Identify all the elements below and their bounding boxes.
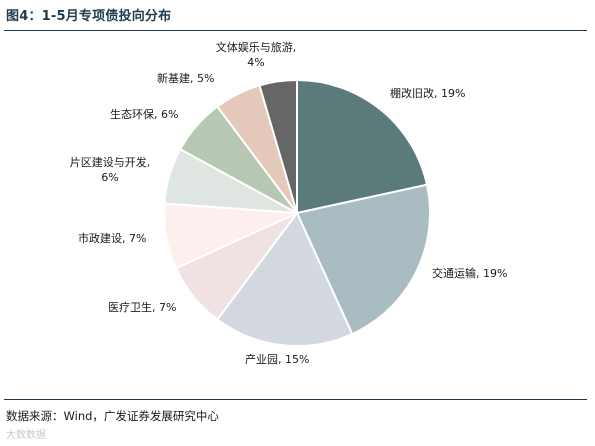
watermark: 大数数据: [6, 430, 46, 441]
pie-slice: [215, 211, 354, 347]
pie-slice: [296, 78, 429, 215]
title-divider: [4, 30, 587, 31]
figure-title: 图4：1-5月专项债投向分布: [6, 9, 172, 24]
slice-label: 棚改旧改, 19%: [390, 86, 465, 100]
pie-slice: [258, 78, 298, 214]
source-divider: [4, 399, 587, 400]
slice-label: 交通运输, 19%: [432, 266, 507, 280]
slice-label: 片区建设与开发, 6%: [70, 155, 151, 184]
pie-slices: [163, 78, 431, 347]
slice-label: 产业园, 15%: [245, 352, 309, 366]
slice-label: 生态环保, 6%: [110, 107, 178, 121]
pie-labels: 棚改旧改, 19% 交通运输, 19% 产业园, 15% 医疗卫生, 7% 市政建设, …: [70, 40, 508, 366]
slice-label: 市政建设, 7%: [78, 231, 146, 245]
source-note: 数据来源：Wind，广发证券发展研究中心: [6, 409, 219, 423]
slice-label: 新基建, 5%: [157, 71, 214, 85]
slice-label: 文体娱乐与旅游, 4%: [216, 40, 297, 69]
slice-label: 医疗卫生, 7%: [108, 300, 176, 314]
pie-slice: [295, 183, 431, 336]
